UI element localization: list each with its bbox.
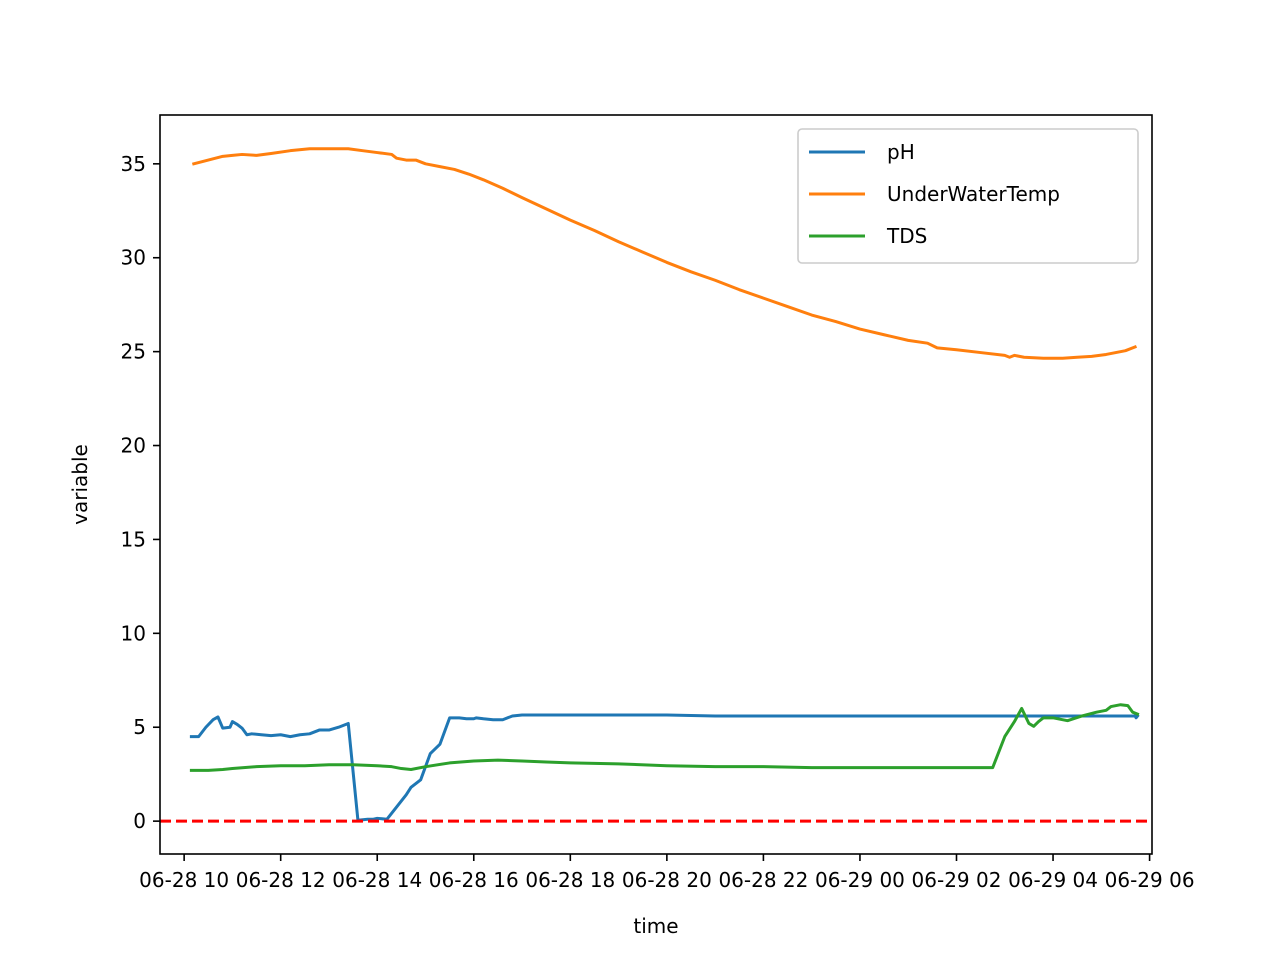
legend: pH UnderWaterTemp TDS <box>797 128 1139 264</box>
y-tick-label: 35 <box>121 152 146 176</box>
y-axis-label: variable <box>68 444 92 525</box>
series-line-ph <box>189 713 1140 822</box>
x-tick-label: 06-29 04 <box>1008 868 1098 892</box>
y-tick-label: 5 <box>133 715 146 739</box>
y-tick-label: 10 <box>121 621 146 645</box>
x-tick-label: 06-28 16 <box>429 868 519 892</box>
legend-box <box>797 128 1139 264</box>
y-tick-label: 25 <box>121 340 146 364</box>
x-tick-label: 06-28 22 <box>718 868 808 892</box>
x-axis-label: time <box>633 914 678 938</box>
x-tick-label: 06-28 20 <box>622 868 712 892</box>
x-tick-label: 06-28 14 <box>332 868 422 892</box>
y-tick-label: 20 <box>121 434 146 458</box>
plot-area <box>160 147 1152 823</box>
x-axis: 06-28 10 06-28 12 06-28 14 06-28 16 06-28 18… <box>139 854 1195 892</box>
x-tick-label: 06-28 18 <box>525 868 615 892</box>
series-line-underwatertemp <box>191 147 1138 360</box>
y-tick-label: 15 <box>121 527 146 551</box>
legend-label-ph: pH <box>887 140 915 164</box>
y-axis: 0 5 10 15 20 25 30 35 <box>121 152 160 833</box>
legend-label-underwatertemp: UnderWaterTemp <box>887 182 1060 206</box>
y-tick-label: 30 <box>121 246 146 270</box>
y-tick-label: 0 <box>133 809 146 833</box>
x-tick-label: 06-29 02 <box>912 868 1002 892</box>
legend-label-tds: TDS <box>886 224 927 248</box>
x-tick-label: 06-28 10 <box>139 868 229 892</box>
x-tick-label: 06-29 06 <box>1105 868 1195 892</box>
series-line-tds <box>189 703 1140 772</box>
axes-frame <box>159 114 1153 855</box>
x-tick-label: 06-28 12 <box>236 868 326 892</box>
x-tick-label: 06-29 00 <box>815 868 905 892</box>
